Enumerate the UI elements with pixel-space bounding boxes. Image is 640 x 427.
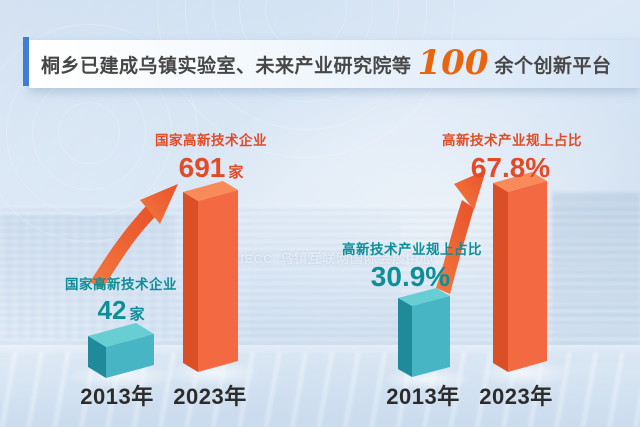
left-small-bar-value: 42 bbox=[97, 294, 127, 325]
bar-2013-left bbox=[88, 323, 154, 383]
background-building-right bbox=[552, 192, 640, 364]
left-large-bar-callout: 国家高新技术企业 691 家 bbox=[126, 133, 296, 185]
left-large-bar-value: 691 bbox=[178, 151, 226, 183]
growth-arrow-icon bbox=[84, 178, 184, 295]
left-large-bar-unit: 家 bbox=[228, 163, 244, 181]
right-large-bar-label: 高新技术产业规上占比 bbox=[442, 133, 582, 148]
left-small-bar-unit: 家 bbox=[129, 305, 145, 323]
left-small-bar-label: 国家高新技术企业 bbox=[65, 277, 177, 292]
left-large-bar-label: 国家高新技术企业 bbox=[155, 133, 267, 148]
title-prefix: 桐乡已建成乌镇实验室、未来产业研究院等 bbox=[41, 55, 412, 77]
banner-accent-bar bbox=[23, 37, 29, 86]
left-year-label-2023: 2023年 bbox=[173, 384, 247, 409]
right-year-label-2013: 2013年 bbox=[386, 384, 460, 409]
right-small-bar-callout: 高新技术产业规上占比 30.9% bbox=[322, 242, 502, 294]
title-banner: 桐乡已建成乌镇实验室、未来产业研究院等 100 余个创新平台 bbox=[29, 40, 640, 88]
title-highlight: 100 bbox=[417, 43, 489, 83]
right-large-bar-value-line: 67.8% bbox=[422, 150, 602, 185]
left-small-bar-callout: 国家高新技术企业 42 家 bbox=[36, 277, 206, 326]
title-suffix: 余个创新平台 bbox=[494, 55, 612, 77]
left-year-label-2013: 2013年 bbox=[80, 384, 154, 409]
right-small-bar-value: 30.9% bbox=[370, 260, 451, 292]
bar-2013-right bbox=[398, 288, 450, 382]
left-small-bar-value-line: 42 家 bbox=[36, 294, 206, 327]
right-large-bar-value: 67.8% bbox=[470, 151, 551, 183]
left-large-bar-value-line: 691 家 bbox=[126, 150, 296, 185]
right-small-bar-label: 高新技术产业规上占比 bbox=[342, 242, 482, 257]
background-sign-en: IIECC bbox=[236, 252, 274, 266]
right-year-label-2023: 2023年 bbox=[479, 384, 553, 409]
right-large-bar-callout: 高新技术产业规上占比 67.8% bbox=[422, 133, 602, 185]
right-small-bar-value-line: 30.9% bbox=[322, 259, 502, 294]
